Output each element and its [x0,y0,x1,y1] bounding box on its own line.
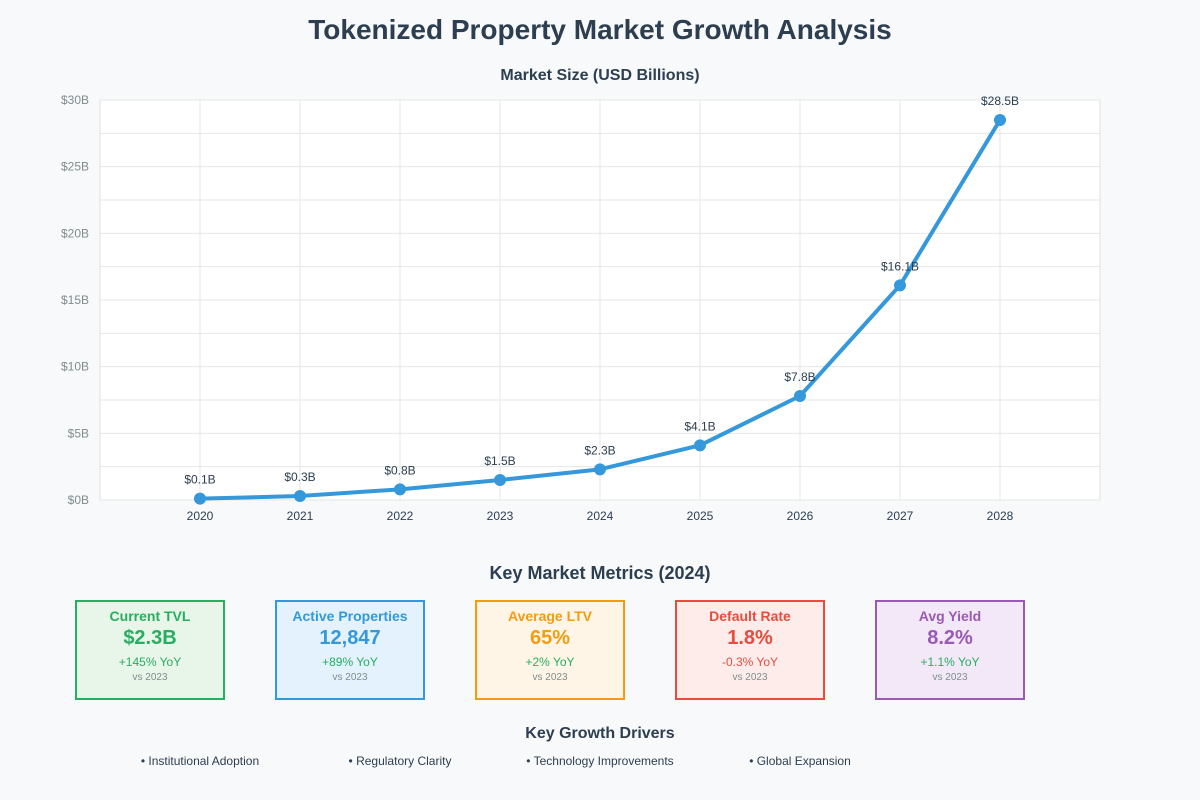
data-label: $2.3B [584,443,615,457]
x-tick-label: 2024 [587,509,614,523]
data-label: $7.8B [784,370,815,384]
metric-value: 8.2% [927,627,973,649]
y-tick-label: $10B [61,360,89,374]
y-tick-label: $25B [61,160,89,174]
metric-change: +145% YoY [118,655,182,669]
data-point [794,390,806,402]
x-tick-label: 2026 [787,509,814,523]
metric-value: 65% [529,627,571,649]
metric-label: Current TVL [109,608,191,624]
growth-driver-item: • Regulatory Clarity [348,754,452,768]
growth-driver-item: • Global Expansion [749,754,851,768]
metric-value: $2.3B [123,627,177,649]
metric-change: +89% YoY [322,655,378,669]
x-tick-label: 2027 [887,509,914,523]
metric-compare: vs 2023 [132,672,168,683]
data-point [994,114,1006,126]
data-label: $16.1B [881,259,919,273]
data-point [594,463,606,476]
x-tick-label: 2028 [987,509,1014,523]
y-tick-label: $20B [61,226,89,240]
data-label: $0.3B [284,470,315,484]
metric-change: +2% YoY [525,655,575,669]
growth-driver-item: • Institutional Adoption [140,754,260,768]
metric-label: Active Properties [292,608,408,624]
metric-value: 12,847 [319,627,381,649]
metric-change: -0.3% YoY [721,655,779,669]
data-label: $4.1B [684,419,715,433]
y-tick-label: $30B [61,93,89,107]
y-tick-label: $5B [68,426,89,440]
metrics-title: Key Market Metrics (2024) [489,563,711,583]
market-size-chart: Market Size (USD Billions) $0B $5B $10B $15… [61,67,1101,523]
metric-card-current-tvl: Current TVL $2.3B +145% YoY vs 2023 [75,600,225,700]
metric-compare: vs 2023 [732,672,768,683]
metric-card-avg-yield: Avg Yield 8.2% +1.1% YoY vs 2023 [875,600,1025,700]
metric-compare: vs 2023 [932,672,968,683]
page-title: Tokenized Property Market Growth Analysi… [308,14,892,45]
growth-drivers-title: Key Growth Drivers [525,725,675,742]
data-label: $0.8B [384,463,415,477]
metric-compare: vs 2023 [532,672,568,683]
y-tick-label: $0B [68,493,89,507]
metric-card-average-ltv: Average LTV 65% +2% YoY vs 2023 [475,600,625,700]
data-point [194,492,206,505]
metric-compare: vs 2023 [332,672,368,683]
metric-label: Avg Yield [918,608,982,624]
data-label: $0.1B [184,473,215,487]
metric-label: Average LTV [507,608,593,624]
data-point [494,474,506,486]
metric-change: +1.1% YoY [920,655,980,669]
chart-title: Market Size (USD Billions) [500,67,699,84]
data-point [694,439,706,452]
y-tick-label: $15B [61,293,89,307]
growth-driver-item: • Technology Improvements [526,754,674,768]
x-tick-label: 2021 [287,509,314,523]
metric-card-active-properties: Active Properties 12,847 +89% YoY vs 202… [275,600,425,700]
x-tick-label: 2025 [687,509,714,523]
x-tick-label: 2022 [387,509,414,523]
data-point [294,490,306,502]
data-point [894,279,906,292]
metric-value: 1.8% [727,627,773,649]
metric-card-default-rate: Default Rate 1.8% -0.3% YoY vs 2023 [675,600,825,700]
x-tick-label: 2020 [187,509,214,523]
x-tick-label: 2023 [487,509,514,523]
metric-label: Default Rate [709,608,791,624]
data-label: $1.5B [484,454,515,468]
data-point [394,483,406,496]
data-label: $28.5B [981,94,1019,108]
